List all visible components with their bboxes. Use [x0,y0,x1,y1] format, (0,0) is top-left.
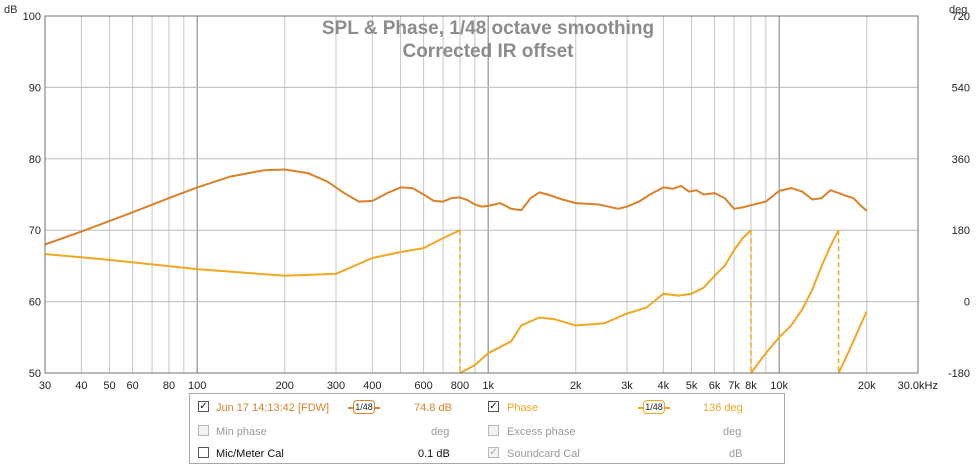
excess-phase-label: Excess phase [507,426,576,438]
left-y-tick-labels: 50 60 70 80 90 100 [23,11,41,380]
mic-cal-value: 0.1 dB [418,448,450,460]
x-tick-label: 30.0kHz [898,380,938,392]
phase-smoothing-swatch[interactable]: 1/48 [638,400,670,416]
excess-phase-unit: deg [723,426,742,438]
x-tick-label: 60 [126,380,138,392]
y-right-tick-label: 540 [952,82,970,94]
horizontal-gridlines [45,86,918,303]
mic-cal-checkbox[interactable] [198,447,209,458]
min-phase-label: Min phase [216,426,267,438]
phase-value: 136 deg [703,402,743,414]
y-right-tick-label: 360 [952,154,970,166]
spl-value: 74.8 dB [414,402,452,414]
y-left-tick-label: 80 [29,154,41,166]
right-unit-label: deg [949,4,967,16]
phase-trace-segment [750,229,840,374]
plot-area [45,16,918,373]
y-right-tick-label: 720 [952,11,970,23]
y-right-tick-label: 0 [964,297,970,309]
spl-trace-segment [44,168,868,246]
y-left-tick-label: 60 [29,297,41,309]
x-tick-label: 40 [75,380,87,392]
x-tick-label: 50 [103,380,115,392]
x-tick-label: 8k [745,380,757,392]
y-right-tick-label: -180 [948,368,970,380]
soundcard-cal-label: Soundcard Cal [507,448,580,460]
x-tick-label: 2k [570,380,582,392]
phase-trace-segment [459,229,752,374]
x-tick-labels: 30 40 50 60 80 100 200 300 400 600 800 1k 2k 3k 4k 5k 6k… [39,380,938,392]
x-tick-label: 1k [482,380,494,392]
spl-checkbox[interactable]: ✓ [198,401,209,412]
x-tick-label: 600 [414,380,432,392]
min-phase-unit: deg [431,426,450,438]
legend-panel: ✓ Jun 17 14:13:42 [FDW] 1/48 74.8 dB ✓ P… [189,393,785,464]
y-left-tick-label: 90 [29,82,41,94]
x-tick-label: 300 [327,380,345,392]
legend-row-spl: ✓ Jun 17 14:13:42 [FDW] 1/48 74.8 dB ✓ P… [190,399,784,419]
series-layer [44,168,868,374]
phase-smoothing-box: 1/48 [643,400,665,414]
spl-smoothing-swatch[interactable]: 1/48 [348,400,380,416]
x-tick-label: 100 [188,380,206,392]
soundcard-cal-checkbox[interactable]: ✓ [488,447,499,458]
x-tick-label: 7k [728,380,740,392]
legend-row-cal: Mic/Meter Cal 0.1 dB ✓ Soundcard Cal dB [190,445,784,465]
x-tick-label: 5k [686,380,698,392]
x-tick-label: 200 [276,380,294,392]
right-y-tick-labels: -180 0 180 360 540 720 [948,11,970,380]
phase-trace-label: Phase [507,402,539,414]
x-tick-label: 30 [39,380,51,392]
legend-row-min-phase: Min phase deg Excess phase deg [190,423,784,443]
y-left-tick-label: 50 [29,368,41,380]
y-right-tick-label: 180 [952,225,970,237]
chart-title: SPL & Phase, 1/48 octave smoothing [322,18,654,39]
y-left-tick-label: 100 [23,11,41,23]
plot-frame [44,15,919,374]
soundcard-cal-unit: dB [729,448,743,460]
min-phase-checkbox[interactable] [198,425,209,436]
x-tick-label: 800 [451,380,469,392]
x-tick-label: 400 [363,380,381,392]
x-tick-label: 10k [770,380,788,392]
excess-phase-checkbox[interactable] [488,425,499,436]
phase-trace-segment [837,311,868,374]
spl-trace-label: Jun 17 14:13:42 [FDW] [216,402,330,414]
x-tick-label: 80 [163,380,175,392]
y-left-tick-label: 70 [29,225,41,237]
x-tick-label: 3k [621,380,633,392]
x-tick-label: 6k [709,380,721,392]
spl-smoothing-box: 1/48 [353,400,375,414]
phase-trace-segment [44,229,461,277]
x-tick-label: 4k [658,380,670,392]
chart-subtitle: Corrected IR offset [402,41,574,62]
left-unit-label: dB [4,4,17,16]
mic-cal-label: Mic/Meter Cal [216,448,284,460]
phase-checkbox[interactable]: ✓ [488,401,499,412]
x-tick-label: 20k [858,380,876,392]
